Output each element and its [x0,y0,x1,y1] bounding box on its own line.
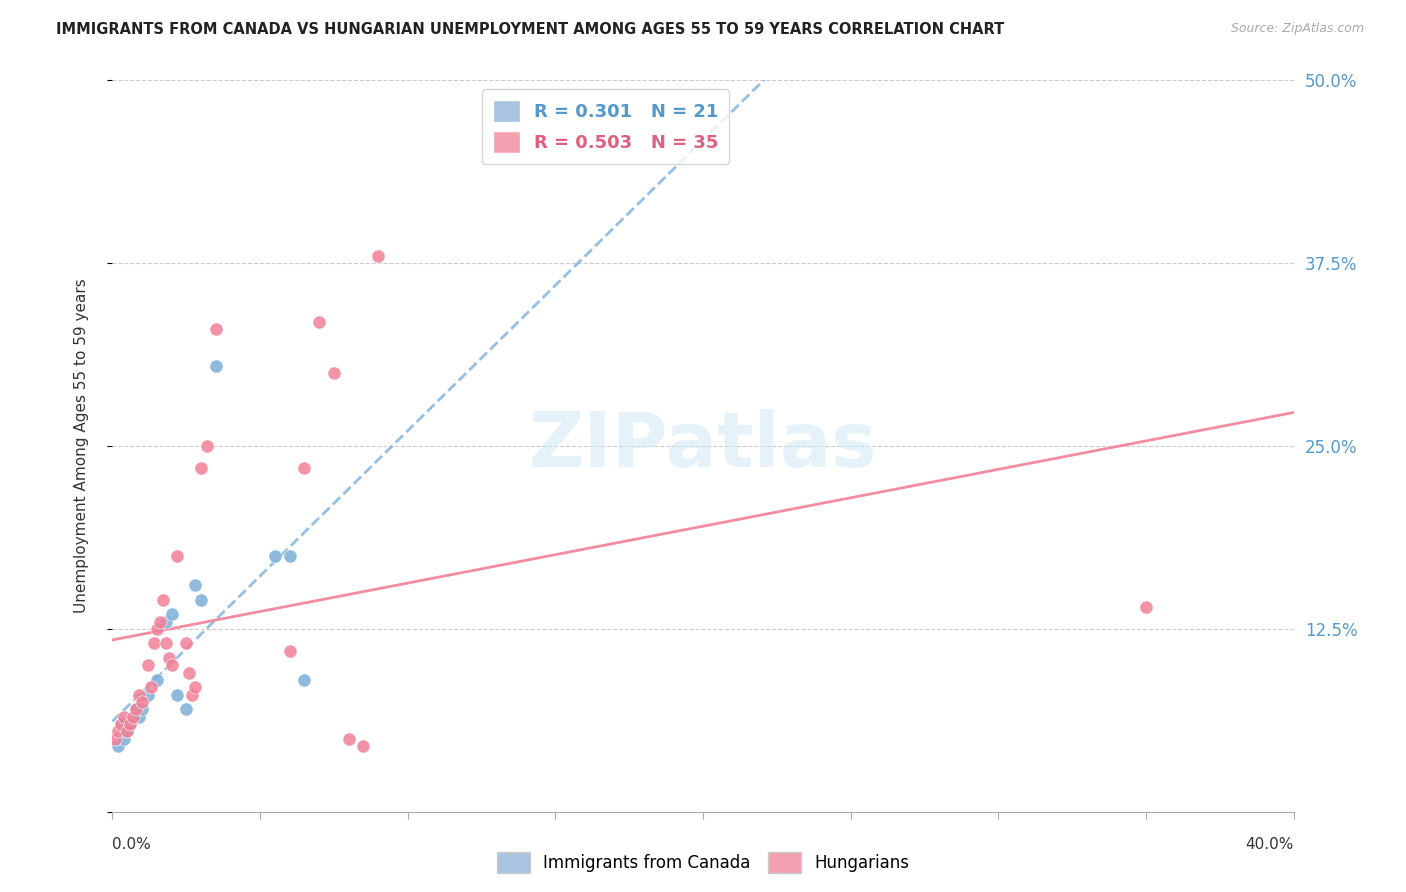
Point [278,644,301,658]
Point [112,709,135,723]
Point [146,673,169,687]
Point [142,636,165,650]
Legend: R = 0.301   N = 21, R = 0.503   N = 35: R = 0.301 N = 21, R = 0.503 N = 35 [482,89,730,164]
Point [136,658,159,673]
Text: 0.0%: 0.0% [112,837,152,852]
Point [367,249,389,263]
Point [149,615,172,629]
Point [160,658,183,673]
Point [125,702,148,716]
Point [205,322,228,336]
Point [122,709,145,723]
Point [352,739,374,753]
Point [174,636,197,650]
Point [184,681,207,695]
Point [128,709,150,723]
Point [112,731,135,746]
Point [160,607,183,622]
Point [179,665,201,680]
Point [136,688,159,702]
Point [110,717,132,731]
Point [195,439,218,453]
Point [120,717,142,731]
Point [120,717,142,731]
Point [122,709,145,723]
Point [292,673,315,687]
Point [155,615,177,629]
Point [125,702,148,716]
Point [128,688,150,702]
Point [205,359,228,373]
Point [110,717,132,731]
Point [166,688,188,702]
Text: Source: ZipAtlas.com: Source: ZipAtlas.com [1230,22,1364,36]
Point [184,578,207,592]
Point [278,549,301,563]
Text: ZIPatlas: ZIPatlas [529,409,877,483]
Point [104,731,127,746]
Point [166,549,188,563]
Point [155,636,177,650]
Point [264,549,287,563]
Point [131,702,153,716]
Point [117,724,138,739]
Point [139,681,162,695]
Point [107,724,129,739]
Y-axis label: Unemployment Among Ages 55 to 59 years: Unemployment Among Ages 55 to 59 years [75,278,89,614]
Point [181,688,204,702]
Point [190,461,212,475]
Point [131,695,153,709]
Point [117,724,138,739]
Point [107,739,129,753]
Text: IMMIGRANTS FROM CANADA VS HUNGARIAN UNEMPLOYMENT AMONG AGES 55 TO 59 YEARS CORRE: IMMIGRANTS FROM CANADA VS HUNGARIAN UNEM… [56,22,1004,37]
Point [152,592,174,607]
Point [174,702,197,716]
Text: 40.0%: 40.0% [1246,837,1294,852]
Point [308,315,330,329]
Point [292,461,315,475]
Point [323,366,346,380]
Legend: Immigrants from Canada, Hungarians: Immigrants from Canada, Hungarians [491,846,915,880]
Point [337,731,360,746]
Point [157,651,180,665]
Point [146,622,169,636]
Point [1135,599,1157,614]
Point [190,592,212,607]
